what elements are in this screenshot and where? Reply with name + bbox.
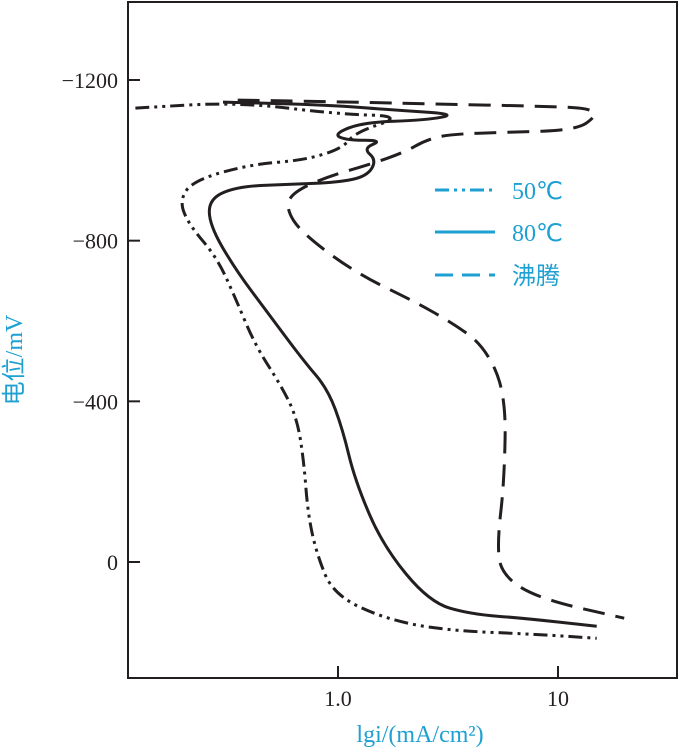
legend-label-80c: 80℃ xyxy=(512,221,563,247)
series-line-2 xyxy=(237,98,625,620)
x-tick-label: 1.0 xyxy=(324,686,352,711)
y-axis-ticks: −1200 −800 −400 0 xyxy=(62,68,140,575)
series-line-1 xyxy=(207,100,597,628)
legend-label-boiling: 沸腾 xyxy=(512,263,560,290)
y-tick-label: −400 xyxy=(73,389,118,414)
series-line-0 xyxy=(135,102,597,640)
x-axis-title: lgi/(mA/cm²) xyxy=(356,722,483,748)
y-tick-label: −800 xyxy=(73,229,118,254)
plot-frame xyxy=(127,1,678,679)
y-tick-label: −1200 xyxy=(62,68,118,93)
legend: 50℃ 80℃ 沸腾 xyxy=(435,179,563,290)
x-tick-label: 10 xyxy=(547,686,569,711)
legend-label-50c: 50℃ xyxy=(512,179,563,205)
series-layer xyxy=(135,98,625,640)
y-axis-title: 电位/mV xyxy=(1,314,28,405)
y-tick-label: 0 xyxy=(107,550,118,575)
x-axis-ticks: 1.0 10 xyxy=(324,666,569,711)
